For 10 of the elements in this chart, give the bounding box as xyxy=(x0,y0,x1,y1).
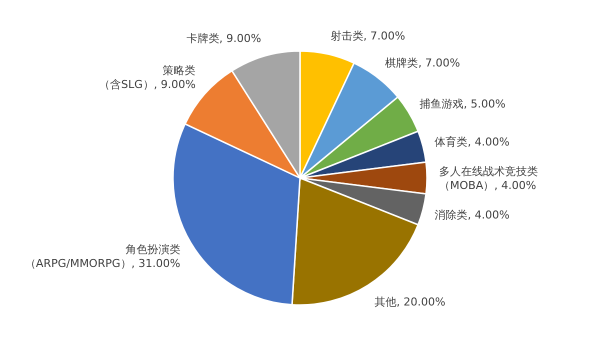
slice-label: 捕鱼游戏, 5.00% xyxy=(420,98,506,111)
slice-label: 卡牌类, 9.00% xyxy=(186,32,262,45)
slice-label: 体育类, 4.00% xyxy=(434,136,510,149)
slice-label: 策略类（含SLG）, 9.00% xyxy=(99,64,196,91)
slice-label: 射击类, 7.00% xyxy=(330,30,406,43)
slice-label: 消除类, 4.00% xyxy=(434,208,510,222)
slice-label: 棋牌类, 7.00% xyxy=(385,56,460,70)
slice-label: 其他, 20.00% xyxy=(374,295,446,308)
slice-label: 多人在线战术竞技类（MOBA）, 4.00% xyxy=(439,165,538,192)
slice-label: 角色扮演类（ARPG/MMORPG）, 31.00% xyxy=(24,242,180,270)
